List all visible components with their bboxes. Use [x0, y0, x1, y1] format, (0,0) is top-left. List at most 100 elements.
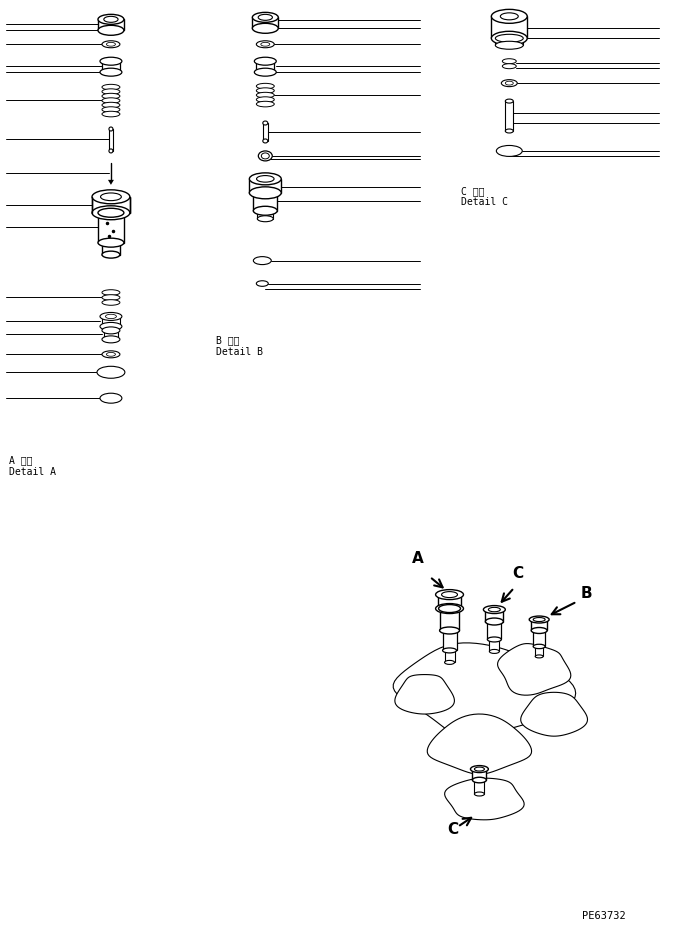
- Bar: [485, 610, 504, 622]
- Ellipse shape: [105, 314, 116, 318]
- Ellipse shape: [502, 80, 517, 87]
- Text: B: B: [581, 586, 593, 600]
- Ellipse shape: [261, 43, 270, 46]
- Ellipse shape: [102, 106, 120, 112]
- Ellipse shape: [98, 208, 124, 217]
- Bar: [263, 123, 268, 141]
- Ellipse shape: [505, 81, 513, 85]
- Ellipse shape: [100, 68, 122, 76]
- Ellipse shape: [102, 300, 120, 305]
- Ellipse shape: [470, 766, 488, 772]
- Bar: [92, 197, 130, 213]
- Bar: [102, 61, 120, 72]
- Bar: [491, 17, 527, 38]
- Ellipse shape: [104, 17, 118, 22]
- Ellipse shape: [533, 644, 545, 648]
- Ellipse shape: [258, 151, 272, 161]
- Ellipse shape: [535, 655, 543, 658]
- Bar: [249, 179, 281, 192]
- Bar: [98, 19, 124, 31]
- Bar: [102, 316, 120, 327]
- Ellipse shape: [256, 281, 268, 287]
- Ellipse shape: [98, 25, 124, 35]
- Ellipse shape: [487, 637, 502, 642]
- Ellipse shape: [439, 605, 460, 612]
- Bar: [437, 595, 462, 609]
- Ellipse shape: [258, 216, 273, 222]
- Ellipse shape: [505, 129, 513, 133]
- Ellipse shape: [263, 121, 268, 125]
- Ellipse shape: [249, 173, 281, 185]
- Polygon shape: [498, 644, 571, 696]
- Ellipse shape: [485, 618, 504, 625]
- Bar: [254, 192, 277, 211]
- Ellipse shape: [488, 608, 500, 611]
- Ellipse shape: [252, 23, 279, 33]
- Bar: [109, 129, 113, 151]
- Bar: [102, 242, 120, 254]
- Ellipse shape: [254, 256, 271, 265]
- Ellipse shape: [102, 103, 120, 108]
- Polygon shape: [393, 643, 576, 735]
- Bar: [489, 639, 500, 651]
- Bar: [443, 631, 456, 650]
- Ellipse shape: [256, 102, 274, 107]
- Text: C: C: [512, 566, 523, 581]
- Bar: [473, 769, 487, 780]
- Ellipse shape: [100, 57, 122, 65]
- Bar: [475, 780, 485, 794]
- Bar: [258, 211, 273, 218]
- Ellipse shape: [98, 15, 124, 24]
- Ellipse shape: [533, 618, 545, 622]
- Ellipse shape: [505, 99, 513, 103]
- Ellipse shape: [92, 190, 130, 204]
- Ellipse shape: [252, 12, 279, 22]
- Ellipse shape: [473, 777, 487, 783]
- Ellipse shape: [106, 352, 116, 356]
- Text: B 詳細
Detail B: B 詳細 Detail B: [216, 336, 262, 357]
- Bar: [533, 631, 545, 647]
- Ellipse shape: [256, 41, 274, 48]
- Polygon shape: [521, 692, 587, 736]
- Ellipse shape: [435, 604, 464, 613]
- Ellipse shape: [496, 145, 523, 156]
- Ellipse shape: [102, 336, 120, 343]
- Ellipse shape: [109, 127, 113, 131]
- Ellipse shape: [256, 83, 274, 89]
- Bar: [252, 18, 279, 29]
- Ellipse shape: [445, 660, 454, 664]
- Ellipse shape: [529, 616, 549, 623]
- Ellipse shape: [102, 41, 120, 48]
- Ellipse shape: [102, 295, 120, 301]
- Ellipse shape: [491, 9, 527, 23]
- Ellipse shape: [489, 649, 500, 653]
- Ellipse shape: [97, 366, 125, 378]
- Ellipse shape: [254, 68, 276, 76]
- Polygon shape: [395, 674, 454, 714]
- Text: A 詳細
Detail A: A 詳細 Detail A: [9, 455, 56, 476]
- Ellipse shape: [101, 193, 122, 201]
- Ellipse shape: [256, 97, 274, 103]
- Text: C 詳細
Detail C: C 詳細 Detail C: [462, 186, 508, 207]
- Ellipse shape: [102, 327, 120, 334]
- Ellipse shape: [100, 313, 122, 320]
- Text: A: A: [412, 550, 423, 566]
- Bar: [104, 330, 118, 339]
- Ellipse shape: [102, 251, 120, 258]
- Ellipse shape: [502, 58, 516, 64]
- Ellipse shape: [256, 92, 274, 98]
- Ellipse shape: [100, 323, 122, 330]
- Ellipse shape: [435, 589, 464, 599]
- Ellipse shape: [502, 64, 516, 68]
- Ellipse shape: [496, 42, 523, 49]
- Ellipse shape: [256, 88, 274, 93]
- Bar: [256, 61, 274, 72]
- Ellipse shape: [258, 15, 272, 20]
- Ellipse shape: [254, 206, 277, 216]
- Ellipse shape: [443, 648, 456, 653]
- Text: C: C: [448, 822, 459, 837]
- Bar: [439, 609, 460, 631]
- Bar: [535, 647, 543, 657]
- Ellipse shape: [254, 57, 276, 65]
- Ellipse shape: [491, 31, 527, 45]
